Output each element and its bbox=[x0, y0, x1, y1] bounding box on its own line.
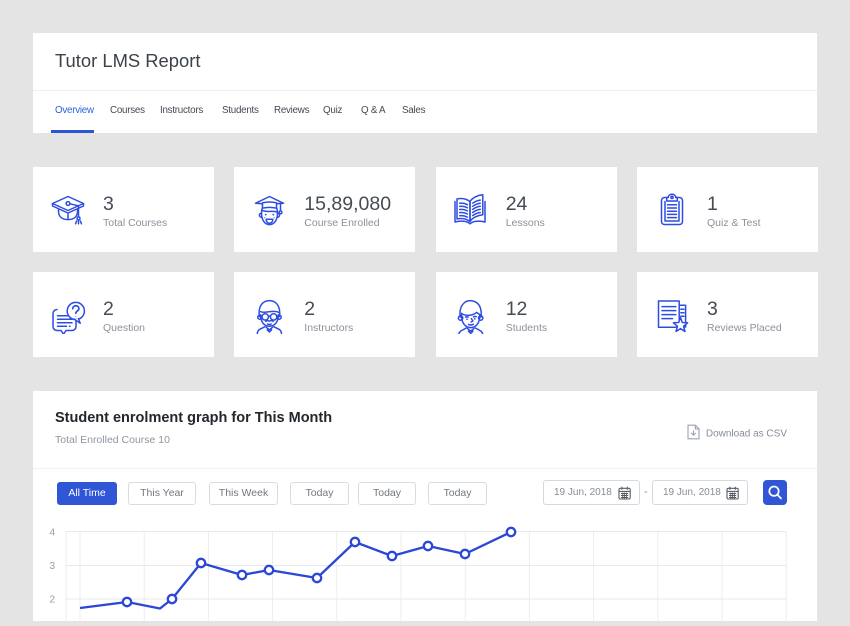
svg-text:3: 3 bbox=[49, 561, 55, 572]
svg-text:4: 4 bbox=[49, 528, 55, 539]
svg-text:2: 2 bbox=[49, 595, 55, 606]
